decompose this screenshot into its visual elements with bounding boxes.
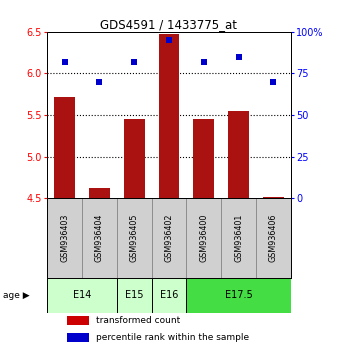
Bar xyxy=(67,333,89,342)
Bar xyxy=(159,34,179,198)
FancyBboxPatch shape xyxy=(186,198,221,278)
Bar xyxy=(193,119,214,198)
FancyBboxPatch shape xyxy=(117,278,152,313)
FancyBboxPatch shape xyxy=(152,278,186,313)
Point xyxy=(236,54,241,60)
Point xyxy=(131,59,137,65)
FancyBboxPatch shape xyxy=(256,198,291,278)
FancyBboxPatch shape xyxy=(152,198,186,278)
FancyBboxPatch shape xyxy=(47,278,117,313)
Title: GDS4591 / 1433775_at: GDS4591 / 1433775_at xyxy=(100,18,238,31)
FancyBboxPatch shape xyxy=(117,198,152,278)
Point xyxy=(271,79,276,85)
Text: GSM936405: GSM936405 xyxy=(130,214,139,262)
Bar xyxy=(89,188,110,198)
FancyBboxPatch shape xyxy=(47,198,82,278)
Text: E16: E16 xyxy=(160,290,178,301)
FancyBboxPatch shape xyxy=(186,278,291,313)
Text: E15: E15 xyxy=(125,290,144,301)
Point xyxy=(97,79,102,85)
Text: E17.5: E17.5 xyxy=(225,290,252,301)
Bar xyxy=(54,97,75,198)
Text: GSM936404: GSM936404 xyxy=(95,214,104,262)
Text: transformed count: transformed count xyxy=(96,316,180,325)
Text: GSM936402: GSM936402 xyxy=(165,214,173,262)
Point xyxy=(62,59,67,65)
Bar xyxy=(228,111,249,198)
Point xyxy=(166,38,172,43)
Bar xyxy=(124,119,145,198)
Text: GSM936400: GSM936400 xyxy=(199,214,208,262)
Text: GSM936406: GSM936406 xyxy=(269,214,278,262)
Text: age ▶: age ▶ xyxy=(3,291,30,300)
Text: GSM936401: GSM936401 xyxy=(234,214,243,262)
FancyBboxPatch shape xyxy=(221,198,256,278)
Bar xyxy=(263,196,284,198)
Text: E14: E14 xyxy=(73,290,91,301)
Text: GSM936403: GSM936403 xyxy=(60,214,69,262)
FancyBboxPatch shape xyxy=(82,198,117,278)
Bar xyxy=(67,316,89,325)
Text: percentile rank within the sample: percentile rank within the sample xyxy=(96,333,249,342)
Point xyxy=(201,59,207,65)
